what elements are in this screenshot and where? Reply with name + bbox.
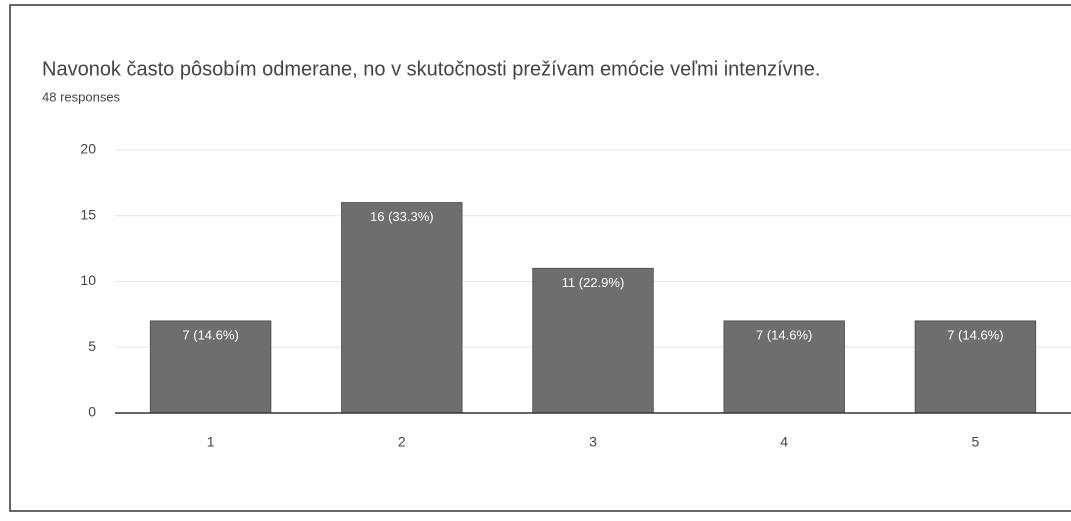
x-tick-label: 4 — [780, 434, 788, 450]
data-label: 7 (14.6%) — [947, 327, 1003, 342]
y-tick-label: 10 — [80, 272, 96, 288]
data-label: 16 (33.3%) — [370, 209, 434, 224]
bar — [914, 320, 1037, 414]
bar — [532, 267, 654, 414]
x-tick-label: 3 — [589, 434, 597, 450]
x-tick-label: 2 — [398, 434, 406, 450]
data-label: 7 (14.6%) — [756, 327, 812, 342]
x-tick-label: 5 — [972, 434, 980, 450]
bar — [341, 202, 463, 414]
x-tick-label: 1 — [207, 434, 215, 450]
chart-subtitle: 48 responses — [42, 89, 121, 104]
card-frame — [9, 4, 1071, 512]
y-tick-label: 0 — [88, 404, 96, 420]
y-tick-label: 20 — [80, 141, 96, 157]
data-label: 7 (14.6%) — [182, 327, 238, 342]
bar — [149, 320, 272, 414]
y-tick-label: 5 — [88, 338, 96, 354]
chart-title: Navonok často pôsobím odmerane, no v sku… — [42, 58, 820, 80]
y-tick-label: 15 — [80, 206, 96, 222]
data-label: 11 (22.9%) — [562, 275, 625, 290]
